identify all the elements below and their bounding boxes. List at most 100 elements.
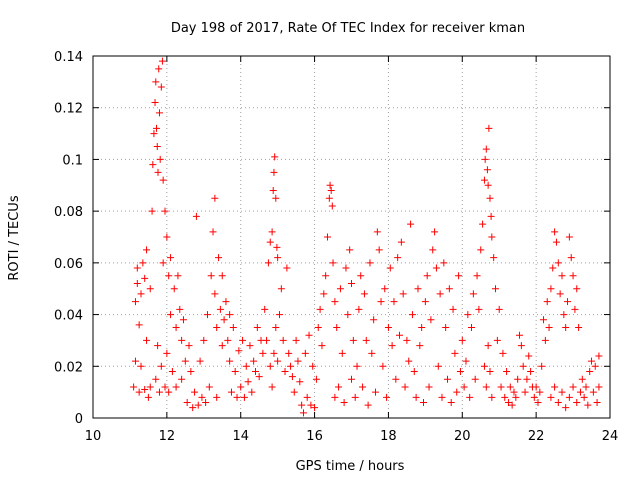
data-point bbox=[272, 194, 280, 202]
data-point bbox=[586, 367, 594, 375]
data-point bbox=[438, 393, 446, 401]
data-point bbox=[322, 272, 330, 280]
data-point bbox=[191, 388, 199, 396]
data-point bbox=[274, 357, 282, 365]
y-tick-label: 0.12 bbox=[54, 102, 83, 117]
data-point bbox=[268, 383, 276, 391]
data-point bbox=[348, 280, 355, 288]
data-point bbox=[326, 181, 334, 189]
data-point bbox=[130, 383, 138, 391]
data-point bbox=[153, 124, 161, 132]
data-point bbox=[575, 324, 583, 331]
data-point bbox=[181, 357, 189, 365]
data-point bbox=[146, 383, 154, 391]
data-point bbox=[270, 349, 278, 357]
data-point bbox=[287, 362, 295, 370]
data-point bbox=[486, 367, 494, 375]
data-point bbox=[143, 336, 151, 344]
data-point bbox=[307, 401, 315, 409]
data-point bbox=[412, 393, 420, 401]
data-point bbox=[475, 305, 483, 313]
x-tick-label: 22 bbox=[528, 429, 545, 444]
data-point bbox=[556, 290, 564, 298]
x-tick-label: 18 bbox=[380, 429, 397, 444]
data-point bbox=[250, 357, 258, 365]
data-point bbox=[299, 409, 307, 417]
plot-frame bbox=[92, 55, 611, 419]
data-point bbox=[269, 186, 277, 194]
data-point bbox=[137, 290, 145, 298]
data-point bbox=[244, 378, 252, 386]
data-point bbox=[582, 383, 590, 391]
data-point bbox=[216, 305, 224, 313]
data-point bbox=[194, 401, 202, 409]
data-point bbox=[466, 393, 474, 401]
data-point bbox=[565, 393, 573, 401]
data-point bbox=[150, 130, 158, 138]
data-point bbox=[159, 259, 167, 267]
data-point bbox=[468, 324, 476, 331]
data-point bbox=[311, 404, 319, 412]
data-point bbox=[384, 324, 392, 331]
data-point bbox=[416, 342, 424, 350]
data-point bbox=[235, 347, 243, 355]
data-point bbox=[133, 264, 141, 272]
y-tick-label: 0.02 bbox=[54, 360, 83, 375]
data-point bbox=[165, 272, 173, 280]
data-point bbox=[591, 362, 599, 370]
data-point bbox=[506, 383, 514, 391]
data-point bbox=[248, 388, 256, 396]
data-point bbox=[253, 324, 261, 331]
data-point bbox=[497, 383, 505, 391]
data-point bbox=[488, 393, 496, 401]
data-point bbox=[146, 285, 154, 293]
data-point bbox=[580, 393, 588, 401]
data-point bbox=[455, 272, 463, 280]
data-point bbox=[510, 388, 518, 396]
data-point bbox=[137, 362, 145, 370]
data-point bbox=[200, 336, 208, 344]
data-point bbox=[281, 367, 289, 375]
data-point bbox=[473, 272, 481, 280]
data-point bbox=[558, 272, 566, 280]
grid-lines bbox=[93, 56, 610, 418]
data-point bbox=[143, 246, 151, 254]
data-point bbox=[479, 220, 487, 228]
y-tick-label: 0.04 bbox=[54, 309, 83, 324]
data-point bbox=[381, 285, 389, 293]
data-point bbox=[215, 254, 223, 262]
data-point bbox=[198, 393, 206, 401]
data-point bbox=[595, 383, 603, 391]
data-point bbox=[226, 357, 234, 365]
data-point bbox=[213, 324, 221, 331]
data-point bbox=[176, 305, 184, 313]
data-point bbox=[390, 298, 398, 306]
data-point bbox=[178, 375, 186, 383]
data-point bbox=[156, 155, 164, 163]
data-point bbox=[168, 367, 176, 375]
data-point bbox=[445, 285, 453, 293]
data-point bbox=[405, 357, 413, 365]
data-point bbox=[163, 349, 171, 357]
data-point bbox=[203, 311, 211, 319]
data-point bbox=[519, 362, 527, 370]
data-point bbox=[240, 393, 248, 401]
data-point bbox=[325, 194, 333, 202]
data-point bbox=[490, 254, 498, 262]
data-point bbox=[151, 99, 159, 107]
axis-ticks: 10 12 14 16 18 20 22 24 0 0.02 0.04 0.06 0.08 0.1 0.12… bbox=[54, 50, 618, 444]
data-point bbox=[139, 259, 147, 267]
data-point bbox=[157, 83, 165, 91]
data-point bbox=[335, 383, 343, 391]
data-point bbox=[545, 324, 553, 331]
data-point bbox=[484, 181, 492, 189]
data-point bbox=[271, 153, 279, 161]
data-point bbox=[318, 342, 326, 350]
data-point bbox=[348, 375, 355, 383]
data-point bbox=[532, 383, 540, 391]
data-point bbox=[588, 357, 596, 365]
data-point bbox=[202, 398, 210, 406]
data-point bbox=[135, 321, 143, 329]
data-point bbox=[482, 383, 490, 391]
data-point bbox=[246, 342, 254, 350]
